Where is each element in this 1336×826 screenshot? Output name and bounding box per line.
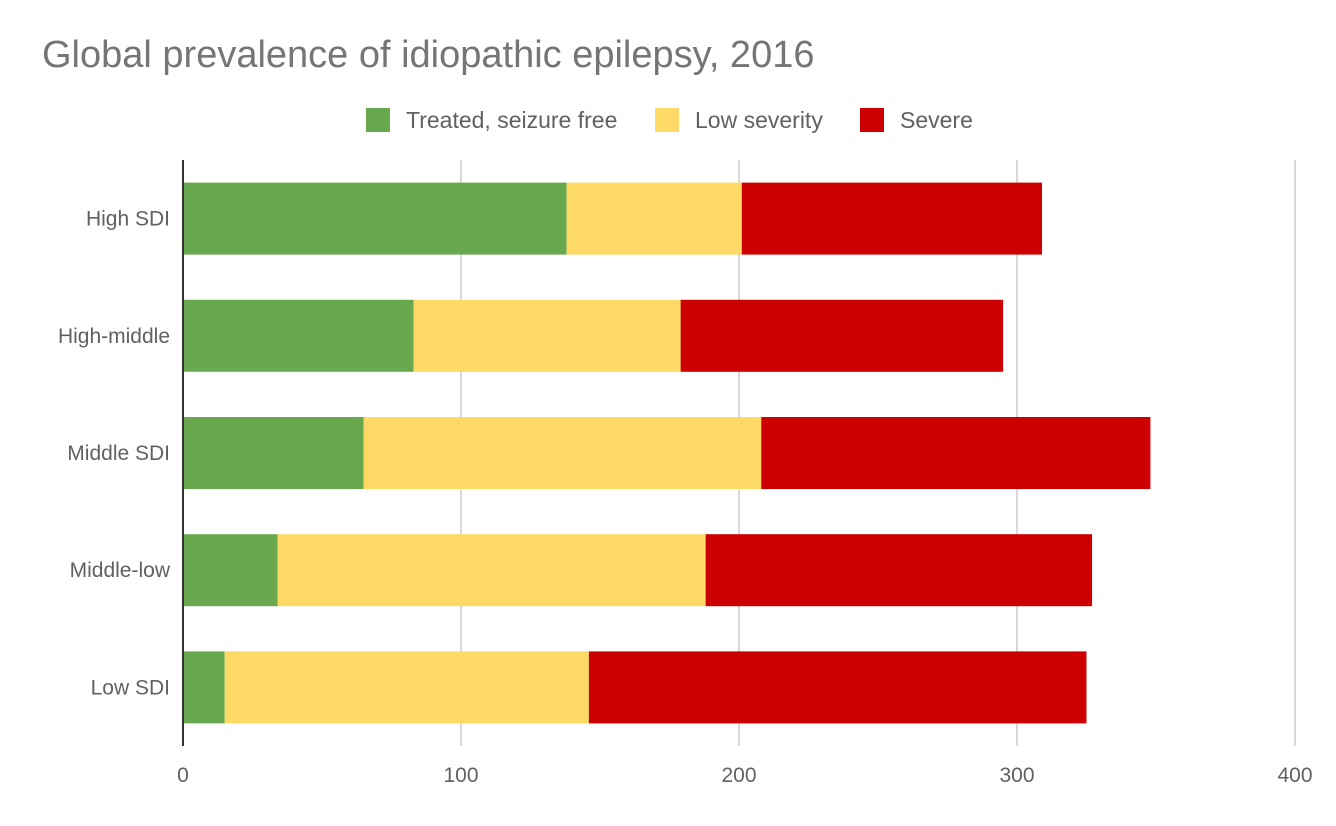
legend-swatch <box>655 108 679 132</box>
bar-segment <box>705 534 1093 607</box>
bar-segment <box>277 534 706 607</box>
bar-segment <box>183 299 414 372</box>
x-tick-label: 200 <box>721 764 756 787</box>
legend-label: Low severity <box>695 107 823 133</box>
legend-swatch <box>860 108 884 132</box>
bar-segment <box>588 651 1087 724</box>
category-labels: High SDI High-middle Middle SDI Middle-low L… <box>58 208 171 700</box>
x-axis-ticks: 0 100 200 300 400 <box>177 764 1312 787</box>
bar-segment <box>680 299 1004 372</box>
bar-segment <box>183 651 225 724</box>
category-label: Middle SDI <box>67 442 170 465</box>
bar-segment <box>761 417 1151 489</box>
legend-swatch <box>366 108 390 132</box>
x-tick-label: 300 <box>999 764 1034 787</box>
bar-segment <box>566 182 742 255</box>
legend-label: Treated, seizure free <box>406 107 617 133</box>
category-label: High SDI <box>86 208 170 231</box>
x-tick-label: 100 <box>443 764 478 787</box>
chart-title: Global prevalence of idiopathic epilepsy… <box>42 34 815 76</box>
category-label: Low SDI <box>91 676 170 699</box>
category-label: Middle-low <box>70 559 171 582</box>
x-tick-label: 400 <box>1277 764 1312 787</box>
bar-segment <box>183 182 567 255</box>
category-label: High-middle <box>58 325 170 348</box>
bar-segment <box>413 299 681 372</box>
bar-segment <box>183 417 364 489</box>
bar-segment <box>224 651 589 724</box>
x-tick-label: 0 <box>177 764 189 787</box>
bar-segment <box>741 182 1043 255</box>
legend-label: Severe <box>900 107 973 133</box>
bars <box>183 182 1151 724</box>
bar-segment <box>183 534 278 607</box>
legend: Treated, seizure free Low severity Severe <box>366 107 973 133</box>
bar-segment <box>363 417 762 489</box>
